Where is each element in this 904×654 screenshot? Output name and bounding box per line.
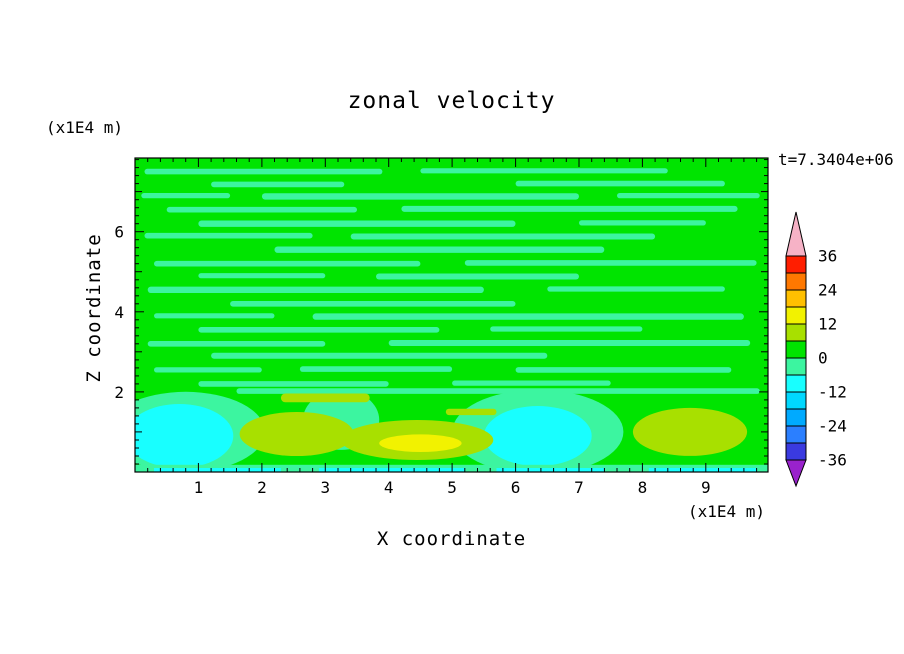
x-tick-labels: 1 2 3 4 5 6 7 8 9 (194, 478, 711, 497)
colorbar-over-arrow (785, 211, 807, 257)
x-axis-label: X coordinate (376, 528, 527, 550)
plot-title: zonal velocity (347, 88, 556, 114)
svg-text:2: 2 (114, 383, 124, 402)
z-tick-labels: 2 4 6 (114, 223, 124, 402)
svg-text:5: 5 (447, 478, 457, 497)
svg-text:24: 24 (818, 281, 837, 300)
svg-text:8: 8 (638, 478, 648, 497)
plot-frame (134, 157, 769, 473)
svg-text:2: 2 (257, 478, 267, 497)
axis-ticks (134, 158, 768, 473)
svg-text:12: 12 (818, 315, 837, 334)
svg-text:-12: -12 (818, 383, 847, 402)
svg-text:7: 7 (574, 478, 584, 497)
x-axis-units-label: (x1E4 m) (688, 502, 766, 521)
svg-text:4: 4 (384, 478, 394, 497)
svg-text:6: 6 (114, 223, 124, 242)
plot-area (135, 158, 768, 472)
svg-text:0: 0 (818, 349, 828, 368)
colorbar-under-arrow (785, 459, 807, 488)
z-axis-units-label: (x1E4 m) (46, 118, 124, 137)
colorbar (785, 211, 807, 488)
svg-text:9: 9 (701, 478, 711, 497)
svg-text:36: 36 (818, 247, 837, 266)
timestamp-label: t=7.3404e+06 (778, 150, 894, 169)
svg-text:1: 1 (194, 478, 204, 497)
svg-text:6: 6 (511, 478, 521, 497)
svg-text:-24: -24 (818, 417, 847, 436)
svg-text:3: 3 (320, 478, 330, 497)
svg-text:4: 4 (114, 303, 124, 322)
colorbar-labels: 36 24 12 0 -12 -24 -36 (818, 247, 847, 470)
z-axis-label: Z coordinate (83, 233, 105, 383)
svg-text:-36: -36 (818, 451, 847, 470)
